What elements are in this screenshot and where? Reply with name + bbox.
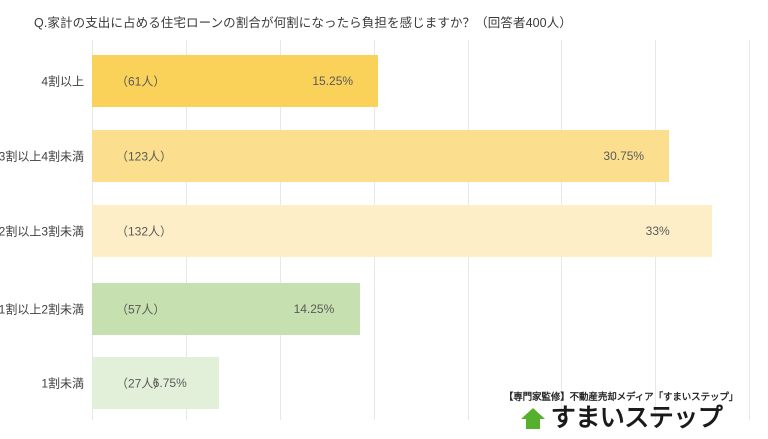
bar-value-label: 15.25% — [312, 74, 354, 88]
bar-count-label: （132人） — [116, 224, 173, 239]
bar-row: 1割未満 （27人） 6.75% — [41, 357, 768, 409]
bar-value-label: 6.75% — [152, 376, 187, 390]
bar-value-label: 14.25% — [293, 302, 335, 316]
bar — [92, 55, 379, 107]
category-label: 2割以上3割未満 — [0, 224, 84, 239]
bar — [92, 205, 712, 257]
branding: 【専門家監修】不動産売却メディア「すまいステップ」 すまいステップ — [496, 389, 746, 431]
bar — [92, 357, 219, 409]
bar-value-label: 33% — [645, 224, 670, 238]
bar — [92, 130, 670, 182]
bar — [92, 283, 360, 335]
bar-row: 4割以上 （61人） 15.25% — [41, 55, 768, 107]
bar-row: 3割以上4割未満 （123人） 30.75% — [0, 130, 768, 182]
bar-row: 1割以上2割未満 （57人） 14.25% — [0, 283, 768, 335]
bar-count-label: （61人） — [116, 74, 166, 89]
category-label: 1割以上2割未満 — [0, 302, 84, 317]
bar-row: 2割以上3割未満 （132人） 33% — [0, 205, 768, 257]
house-icon — [520, 407, 546, 431]
bar-count-label: （57人） — [116, 302, 166, 317]
brand-tagline: 【専門家監修】不動産売却メディア「すまいステップ」 — [503, 392, 739, 403]
bar-rows: 4割以上 （61人） 15.25% 3割以上4割未満 （123人） 30.75% 2割以上3… — [0, 40, 768, 420]
brand-name: すまいステップ — [550, 404, 723, 432]
brand-logo: すまいステップ — [496, 406, 746, 431]
plot-area: 4割以上 （61人） 15.25% 3割以上4割未満 （123人） 30.75% 2割以上3… — [0, 40, 768, 420]
bar-value-label: 30.75% — [603, 149, 645, 163]
category-label: 3割以上4割未満 — [0, 149, 84, 164]
category-label: 1割未満 — [41, 376, 84, 391]
chart-title: Q.家計の支出に占める住宅ローンの割合が何割になったら負担を感じますか？（回答者… — [34, 16, 572, 30]
bar-count-label: （27人） — [116, 376, 166, 391]
bar-count-label: （123人） — [116, 149, 173, 164]
category-label: 4割以上 — [41, 74, 84, 89]
